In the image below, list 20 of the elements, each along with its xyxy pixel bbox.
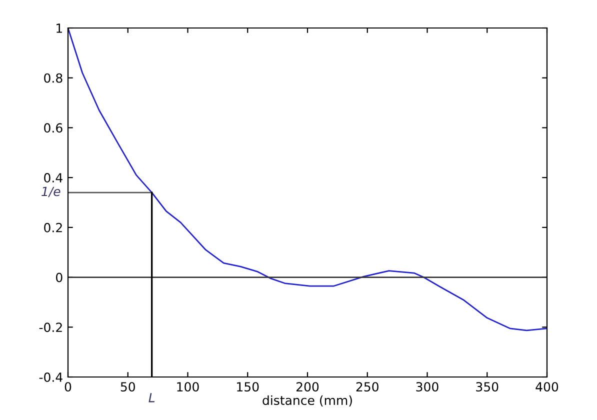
x-tick-label: 400: [536, 382, 558, 392]
y-tick-label: 0.2: [44, 222, 62, 232]
y-tick-label: 0.8: [44, 73, 62, 83]
y-tick-label: 0.6: [44, 123, 62, 133]
x-tick-label: 200: [296, 382, 319, 392]
y-tick-label: 1: [56, 24, 62, 33]
x-tick-label: 50: [120, 382, 135, 392]
y-tick-label: -0.2: [39, 322, 62, 332]
x-tick-label: 0: [64, 382, 72, 392]
x-tick-label: 300: [416, 382, 438, 392]
x-tick-label: 100: [177, 382, 199, 392]
x-axis-title: distance (mm): [262, 395, 352, 406]
ref-line-label: L: [148, 393, 155, 402]
x-tick-label: 350: [476, 382, 498, 392]
x-tick-label: 150: [237, 382, 259, 392]
ref-line-label: 1/e: [42, 186, 60, 198]
y-tick-label: -0.4: [39, 372, 62, 382]
y-tick-label: 0: [56, 272, 62, 282]
x-tick-label: 250: [356, 382, 378, 392]
y-tick-label: 0.4: [44, 173, 62, 182]
